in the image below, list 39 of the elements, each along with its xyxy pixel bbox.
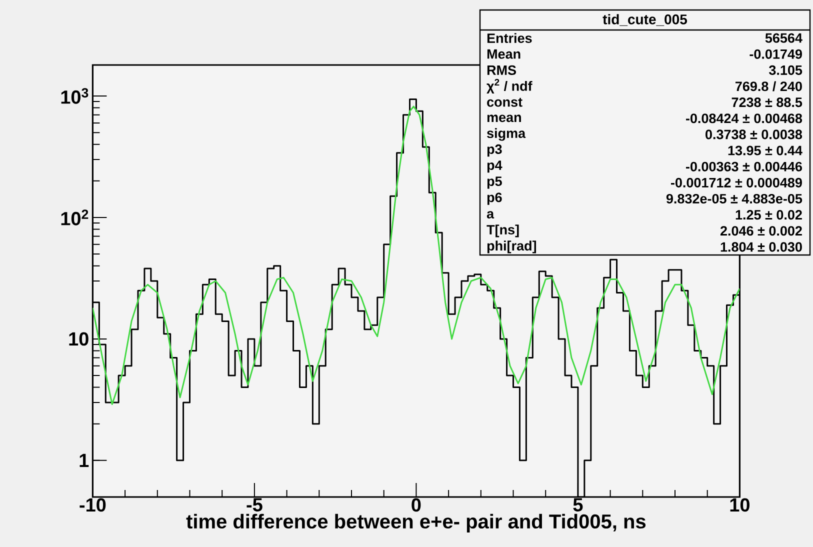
y-tick-label: 10 <box>69 332 88 346</box>
annotation: const <box>487 98 522 107</box>
text: Mean <box>487 49 520 59</box>
annotation: 2.046 ± 0.002 <box>720 226 802 236</box>
annotation: -0.001712 ± 0.000489 <box>670 178 802 188</box>
text: Entries <box>487 33 532 43</box>
annotation: 0.3738 ± 0.0038 <box>706 130 802 140</box>
annotation: sigma <box>487 128 526 141</box>
x-tick-label: -10 <box>80 498 106 512</box>
annotation: p5 <box>487 176 502 189</box>
x-tick-label: 0 <box>412 498 421 512</box>
text: -0.01749 <box>750 49 802 59</box>
text: 56564 <box>765 33 802 43</box>
annotation: phi[rad] <box>487 240 536 254</box>
annotation: mean <box>487 114 521 122</box>
annotation: p3 <box>487 144 502 157</box>
annotation: RMS <box>487 65 516 75</box>
chart-title: tid_cute_005 <box>602 14 688 26</box>
y-tick-label: 10$^{2}$ <box>61 210 88 226</box>
annotation: 769.8 / 240 <box>735 81 802 92</box>
annotation: 1.804 ± 0.030 <box>720 242 802 252</box>
annotation: 9.832e-05 ± 4.883e-05 <box>666 194 802 204</box>
annotation: a <box>486 211 494 219</box>
annotation: p6 <box>487 192 502 205</box>
text: 3.105 <box>769 65 802 75</box>
annotation: 1.25 ± 0.02 <box>736 210 802 220</box>
annotation: -0.00363 ± 0.00446 <box>686 162 802 172</box>
y-tick-label: 1 <box>80 454 89 467</box>
x-tick-label: -5 <box>246 498 262 512</box>
annotation: -0.08424 ± 0.00468 <box>686 114 802 124</box>
annotation: χ$^{2}$ / ndf <box>486 78 532 94</box>
x-tick-label: 10 <box>730 498 750 512</box>
y-tick-label: 10$^{3}$ <box>61 88 88 104</box>
annotation: 13.95 ± 0.44 <box>728 146 802 156</box>
annotation: T[ns] <box>486 224 519 238</box>
annotation: 7238 ± 88.5 <box>732 98 802 108</box>
x-axis-title: time difference between e+e- pair and Tid005, ns <box>186 514 646 533</box>
annotation: p4 <box>487 160 502 173</box>
x-tick-label: 5 <box>573 498 583 512</box>
